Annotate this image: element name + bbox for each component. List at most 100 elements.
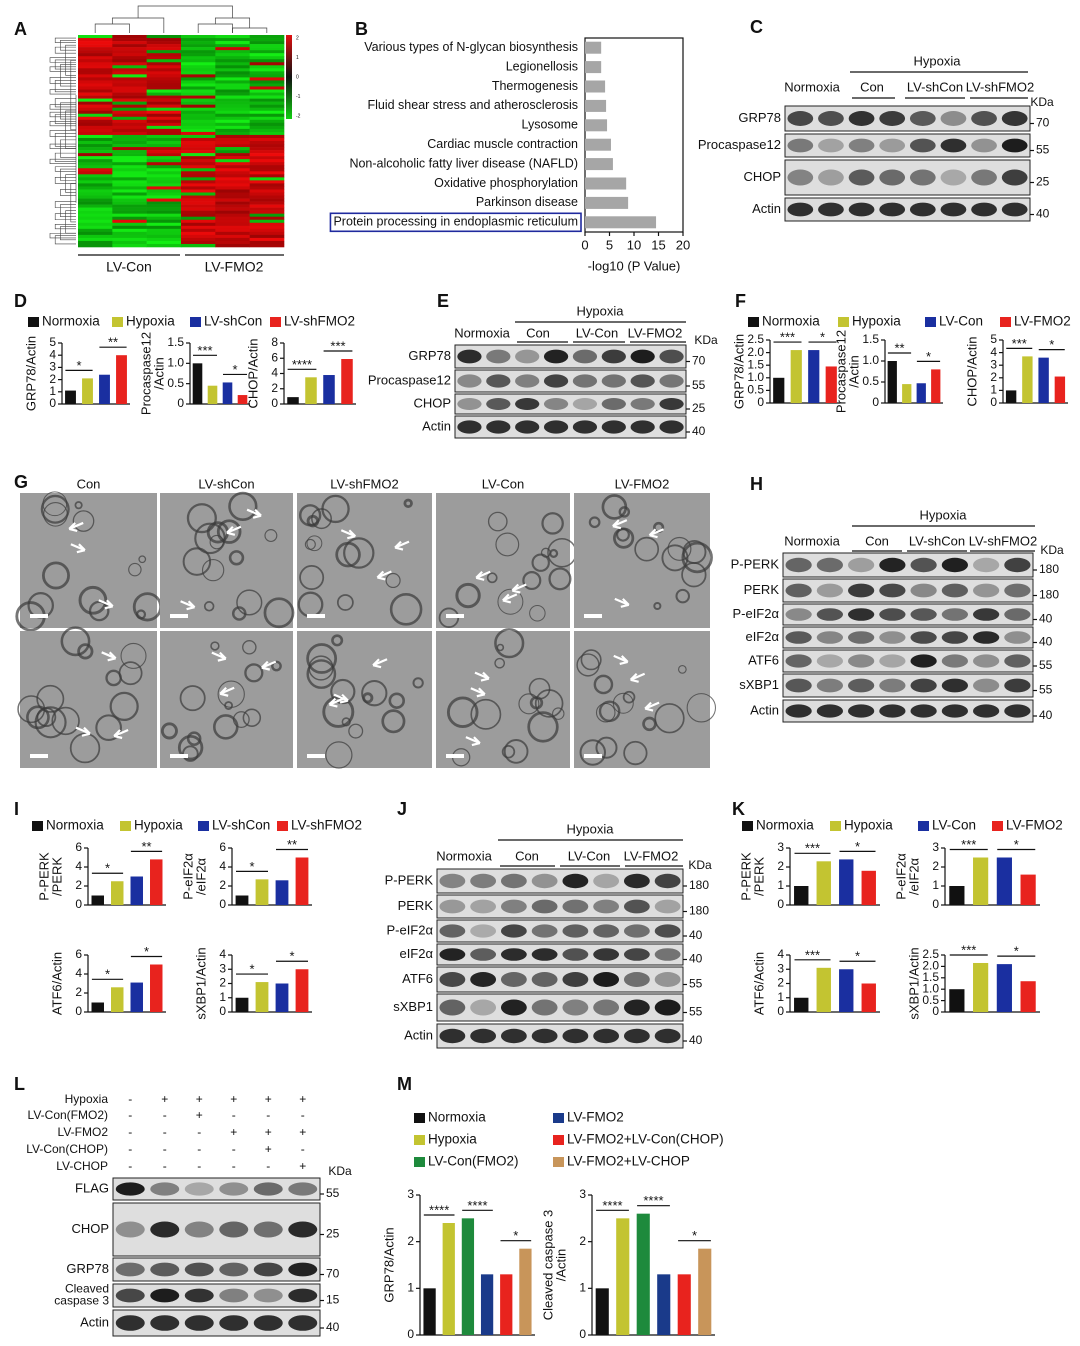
blot-band — [515, 349, 540, 364]
heatmap-cell — [78, 104, 113, 108]
heatmap-cell — [112, 156, 147, 160]
heatmap-cell — [181, 222, 216, 227]
heatmap-cell — [215, 234, 250, 239]
bar — [595, 1288, 609, 1335]
heatmap-cell — [215, 89, 250, 93]
blot-band — [787, 111, 814, 126]
blot-band — [253, 1262, 283, 1277]
bar — [500, 1274, 513, 1335]
y-tick-label: 0 — [579, 1327, 586, 1341]
condition-mark: - — [301, 1108, 305, 1122]
x-tick-label: 20 — [676, 237, 690, 252]
organelle — [271, 660, 282, 672]
blot-band — [150, 1182, 180, 1196]
kda-value: 180 — [689, 904, 709, 918]
heatmap-cell — [78, 110, 113, 115]
y-tick-label: 3 — [407, 1187, 414, 1201]
blot-band — [562, 999, 589, 1016]
panel-letter: F — [735, 291, 746, 311]
kda-value: 70 — [326, 1267, 340, 1281]
panel-letter: M — [397, 1074, 412, 1094]
organelle — [72, 510, 95, 532]
blot-band — [816, 704, 843, 718]
heatmap-cell — [181, 77, 216, 81]
organelle — [36, 684, 65, 713]
y-tick-label: 0 — [932, 897, 939, 911]
blot-band — [787, 202, 814, 217]
heatmap-cell — [181, 216, 216, 221]
heatmap-cell — [181, 107, 216, 112]
heatmap-cell — [146, 38, 182, 42]
heatmap-cell — [146, 110, 182, 115]
y-tick-label: 1.0 — [922, 981, 939, 995]
heatmap-cell — [215, 159, 250, 163]
organelle — [60, 626, 91, 657]
y-tick-label: 1.0 — [862, 353, 879, 367]
heatmap-cell — [146, 62, 182, 66]
blot-band — [1001, 111, 1028, 126]
row-label: ATF6 — [748, 652, 779, 667]
heatmap-cell — [181, 56, 216, 60]
y-tick-label: 2 — [579, 1234, 586, 1248]
heatmap-cell — [78, 119, 113, 124]
heatmap-cell — [215, 47, 250, 51]
y-axis-label: GRP78/Actin — [731, 334, 746, 409]
heatmap-cell — [146, 240, 182, 245]
row-label: Procaspase12 — [368, 372, 451, 387]
blot-band — [500, 948, 527, 961]
y-tick-label: 3 — [777, 961, 784, 975]
heatmap-cell — [215, 228, 250, 233]
heatmap-cell — [215, 162, 250, 166]
blot-band — [785, 583, 812, 598]
significance-label: * — [1014, 944, 1019, 959]
heatmap-cell — [146, 156, 182, 160]
bar — [222, 382, 233, 404]
heatmap-cell — [249, 77, 285, 81]
heatmap-cell — [249, 50, 285, 54]
bar — [1054, 376, 1066, 403]
y-tick-label: 4 — [49, 347, 56, 361]
organelle — [244, 663, 264, 683]
blot-band — [941, 654, 968, 668]
scale-tick-label: 1 — [296, 55, 299, 61]
heatmap-cell — [112, 92, 147, 96]
blot-band — [1004, 678, 1031, 693]
heatmap-cell — [78, 71, 113, 75]
scale-tick-label: 2 — [296, 35, 299, 41]
blot-band — [787, 138, 814, 153]
significance-label: * — [855, 839, 860, 854]
y-tick-label: 0 — [757, 395, 764, 409]
heatmap-cell — [215, 92, 250, 96]
significance-label: * — [1014, 837, 1019, 852]
blot-band — [500, 924, 527, 938]
organelle — [588, 516, 601, 529]
heatmap-cell — [215, 122, 250, 127]
bar — [973, 962, 989, 1012]
heatmap-cell — [112, 113, 147, 118]
y-axis-label: /PERK — [751, 857, 766, 896]
blot-band — [219, 1262, 249, 1277]
bar — [839, 969, 854, 1012]
heatmap-cell — [181, 89, 216, 93]
heatmap-cell — [181, 210, 216, 214]
heatmap-cell — [146, 237, 182, 242]
heatmap-cell — [78, 219, 113, 224]
kda-value: 40 — [1039, 635, 1053, 649]
blot-band — [288, 1221, 318, 1238]
bar — [902, 384, 912, 403]
heatmap-cell — [181, 153, 216, 157]
heatmap-cell — [249, 183, 285, 187]
significance-label: *** — [805, 947, 820, 962]
organelle — [501, 745, 516, 759]
organelle — [654, 703, 685, 734]
blot-band — [941, 704, 968, 718]
blot-band — [973, 654, 1000, 668]
heatmap-cell — [112, 86, 147, 90]
significance-label: **** — [643, 1193, 663, 1208]
heatmap-cell — [78, 216, 113, 221]
heatmap-cell — [181, 92, 216, 96]
blot-band — [879, 202, 906, 217]
significance-label: **** — [467, 1198, 487, 1213]
heatmap-cell — [249, 128, 285, 133]
organelle — [388, 692, 406, 709]
